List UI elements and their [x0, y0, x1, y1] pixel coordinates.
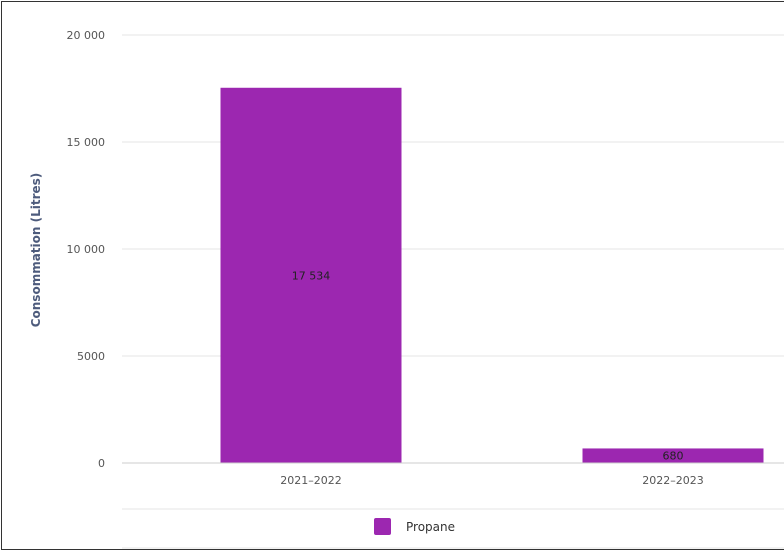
bar: [582, 448, 764, 463]
x-tick-label: 2021–2022: [280, 474, 342, 487]
y-tick-label: 15 000: [67, 136, 106, 149]
data-label: 17 534: [292, 269, 331, 282]
legend-swatch: [374, 518, 391, 535]
y-axis-ticks: 0 5000 10 000 15 000 20 000: [67, 29, 106, 470]
data-labels: 17 534 680: [292, 269, 684, 462]
y-tick-label: 10 000: [67, 243, 106, 256]
x-axis-ticks: 2021–2022 2022–2023: [280, 474, 704, 487]
legend-label: Propane: [406, 520, 455, 534]
data-label: 680: [663, 450, 684, 463]
x-tick-label: 2022–2023: [642, 474, 704, 487]
y-tick-label: 0: [98, 457, 105, 470]
y-tick-label: 5000: [77, 350, 105, 363]
y-axis-label: Consommation (Litres): [29, 173, 43, 328]
y-tick-label: 20 000: [67, 29, 106, 42]
bars: [220, 87, 764, 463]
legend-item-propane[interactable]: Propane: [374, 518, 455, 535]
bar: [220, 87, 402, 463]
